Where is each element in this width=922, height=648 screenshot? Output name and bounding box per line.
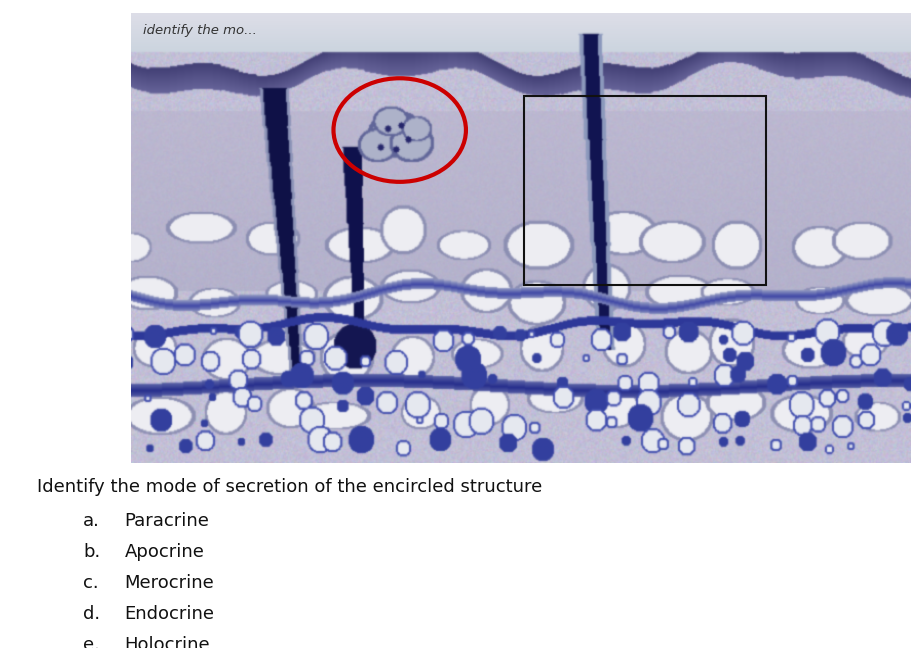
Text: e.: e. (83, 636, 100, 648)
Text: c.: c. (83, 574, 99, 592)
Text: Paracrine: Paracrine (124, 512, 209, 530)
Bar (525, 97, 766, 285)
Text: Identify the mode of secretion of the encircled structure: Identify the mode of secretion of the en… (37, 478, 542, 496)
Text: d.: d. (83, 605, 100, 623)
Text: Apocrine: Apocrine (124, 543, 205, 561)
Text: Merocrine: Merocrine (124, 574, 214, 592)
Text: b.: b. (83, 543, 100, 561)
Text: Endocrine: Endocrine (124, 605, 215, 623)
Text: Holocrine: Holocrine (124, 636, 210, 648)
Text: identify the mo...: identify the mo... (143, 24, 256, 37)
Text: a.: a. (83, 512, 100, 530)
